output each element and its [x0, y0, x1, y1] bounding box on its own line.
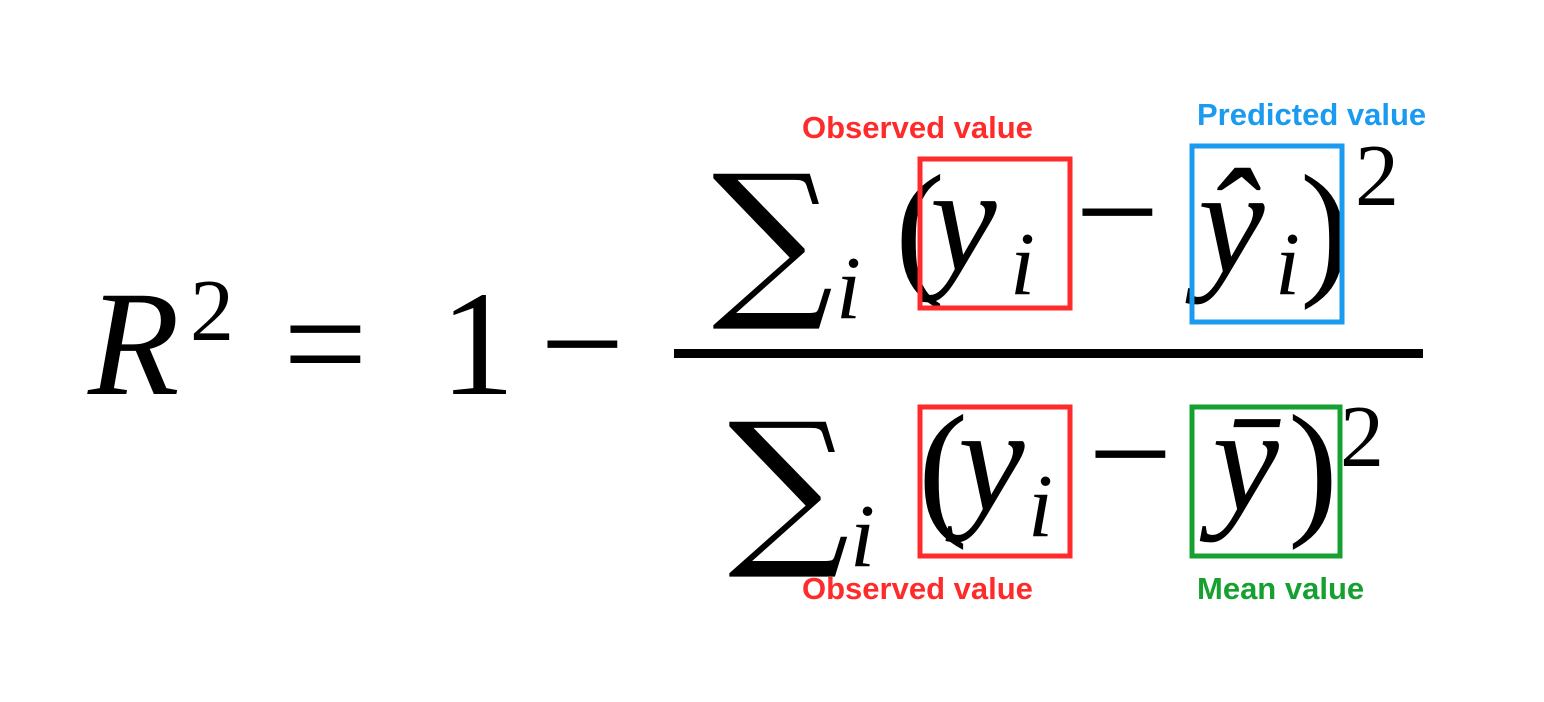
equals-sign: =	[283, 261, 368, 427]
observed-value-box-bottom	[917, 404, 1073, 559]
r-symbol: R	[87, 261, 180, 427]
denominator-exponent: 2	[1340, 389, 1384, 486]
numerator-predicted-y-hat: ŷ	[1185, 139, 1265, 305]
observed-value-label-bottom: Observed value	[802, 571, 1033, 606]
predicted-value-box	[1189, 143, 1345, 325]
observed-value-label-top: Observed value	[802, 110, 1033, 145]
denominator-minus: −	[1088, 371, 1173, 537]
numerator-predicted-index: i	[1275, 215, 1300, 314]
observed-value-box-top	[917, 156, 1073, 311]
numerator-exponent: 2	[1355, 128, 1399, 225]
denominator-sum-index: i	[850, 487, 875, 586]
numerator-observed-y: y	[917, 137, 997, 303]
numerator-observed-index: i	[1010, 215, 1035, 314]
denominator-sum-symbol: ∑	[728, 387, 849, 585]
mean-value-label: Mean value	[1197, 571, 1364, 606]
denominator-mean-y-bar: ȳ	[1199, 377, 1281, 543]
mean-value-box	[1189, 404, 1343, 559]
one-digit: 1	[440, 261, 515, 427]
fraction-bar	[674, 349, 1423, 358]
formula-lhs: R 2 = 1 −	[87, 261, 625, 427]
denominator-observed-index: i	[1028, 457, 1053, 556]
numerator-sum-symbol: ∑	[712, 139, 833, 337]
minus-sign: −	[540, 261, 625, 427]
denominator: ∑ i ( y i − ȳ ) 2 Observed value Mean va…	[728, 371, 1384, 606]
r-exponent: 2	[190, 263, 234, 360]
numerator-sum-index: i	[836, 239, 861, 338]
numerator: ∑ i ( y i − ŷ i ) 2 Observed value Predi…	[712, 97, 1426, 338]
predicted-value-label: Predicted value	[1197, 97, 1426, 132]
denominator-open-paren: (	[918, 385, 968, 551]
denominator-close-paren: )	[1288, 385, 1338, 551]
numerator-minus: −	[1075, 129, 1160, 295]
